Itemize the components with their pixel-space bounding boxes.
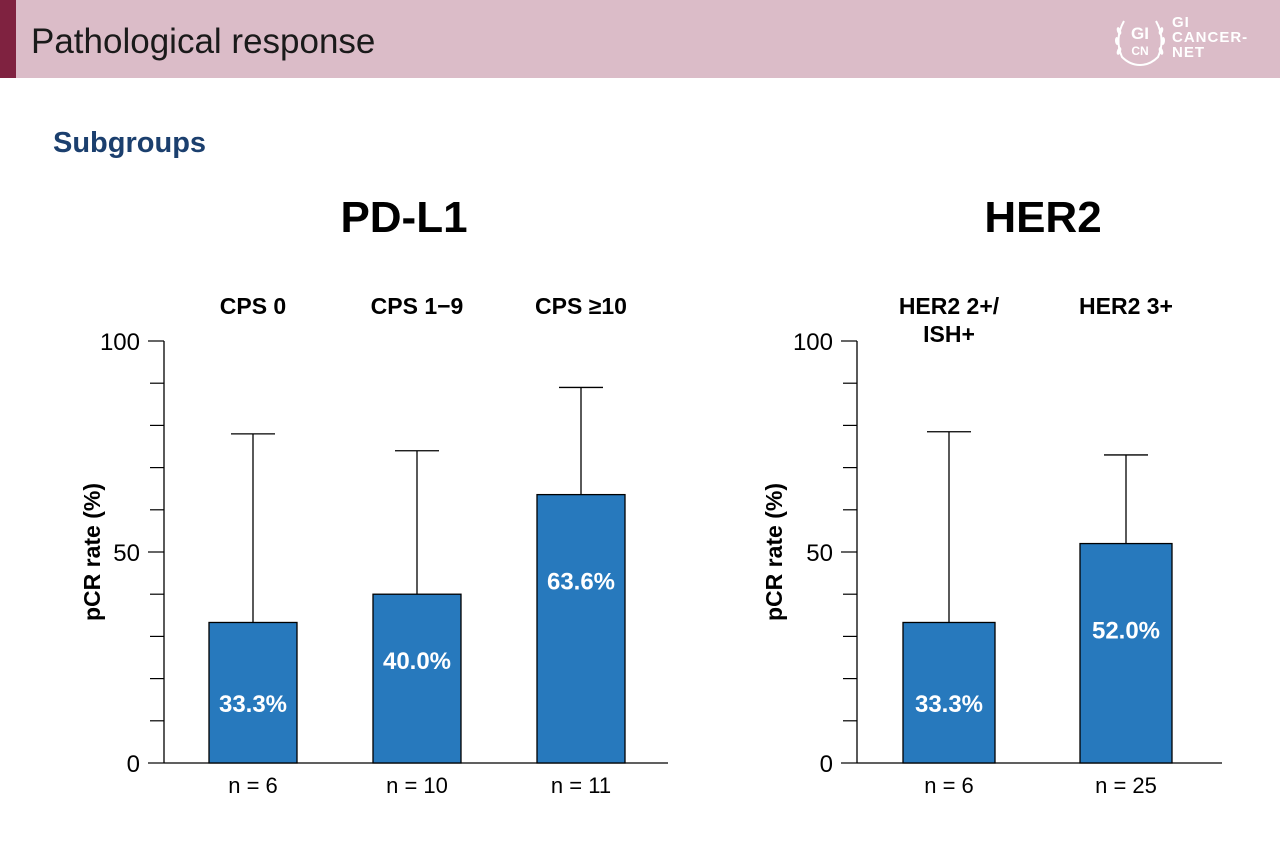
logo-line-2: CANCER-	[1172, 29, 1249, 46]
chart1-y-tick-label: 100	[100, 329, 140, 356]
logo-monogram-bottom: CN	[1131, 44, 1148, 58]
chart2-y-tick-label: 50	[806, 540, 833, 567]
chart1-y-axis-label: pCR rate (%)	[79, 483, 105, 621]
chart2-n-label: n = 25	[1095, 773, 1157, 798]
chart2-category-label: HER2 3+	[1079, 293, 1173, 319]
chart2-bar	[1079, 542, 1173, 764]
section-subtitle: Subgroups	[53, 127, 207, 159]
logo-wordmark: GI CANCER- NET	[1172, 15, 1248, 60]
chart1-y-tick-label: 0	[127, 751, 140, 778]
chart1-category-label: CPS 0	[220, 293, 286, 319]
chart1-n-label: n = 6	[228, 773, 278, 798]
chart2-y-tick-label: 100	[793, 329, 833, 356]
chart1-bar-value-label: 33.3%	[219, 691, 287, 718]
chart1-bar	[536, 493, 626, 764]
gi-cancer-net-logo: GI CN GI CANCER- NET	[1110, 11, 1275, 69]
chart1-category-label: CPS 1−9	[371, 293, 464, 319]
chart2-y-axis-label: pCR rate (%)	[761, 483, 787, 621]
chart2-y-tick-label: 0	[820, 751, 833, 778]
logo-line-1: GI	[1172, 14, 1190, 31]
chart1-title: PD-L1	[340, 193, 467, 242]
chart1-n-label: n = 10	[386, 773, 448, 798]
logo-monogram-top: GI	[1131, 24, 1149, 43]
chart2-title: HER2	[984, 193, 1101, 242]
chart1-bar-value-label: 63.6%	[547, 569, 615, 596]
chart1-n-label: n = 11	[551, 773, 611, 798]
chart2-bar	[902, 621, 996, 764]
header-bar: Pathological response GI CN GI CANCER- N…	[0, 0, 1280, 78]
chart1-y-tick-label: 50	[113, 540, 140, 567]
chart1-category-label: CPS ≥10	[535, 293, 627, 319]
chart2-category-label: HER2 2+/	[899, 293, 1000, 319]
chart1-bar-value-label: 40.0%	[383, 648, 451, 675]
chart2-category-label: ISH+	[923, 321, 975, 347]
laurel-icon: GI CN	[1114, 20, 1166, 66]
chart2-bar-value-label: 33.3%	[915, 691, 983, 718]
chart2-n-label: n = 6	[924, 773, 974, 798]
header-accent	[0, 0, 16, 78]
chart1-bar	[372, 593, 462, 764]
logo-line-3: NET	[1172, 44, 1205, 61]
chart1-bar	[208, 621, 298, 764]
page-title: Pathological response	[31, 22, 376, 61]
chart2-bar-value-label: 52.0%	[1092, 618, 1160, 645]
